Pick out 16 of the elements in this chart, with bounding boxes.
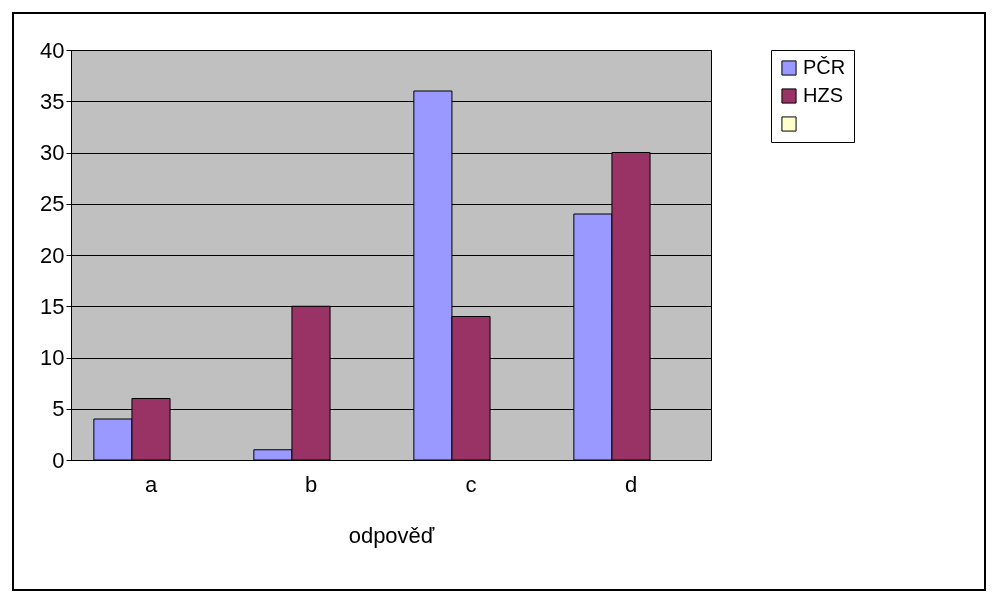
x-tick-label: a (144, 471, 158, 497)
y-tick-label: 20 (40, 242, 65, 268)
y-tick-label: 10 (40, 345, 65, 370)
x-tick-label: c (465, 471, 477, 497)
y-tick-label: 35 (40, 88, 65, 114)
y-tick-label: 30 (40, 140, 65, 165)
x-tick-label: b (304, 471, 318, 497)
x-tick-label: d (624, 471, 638, 497)
y-tick-label: 15 (40, 293, 65, 319)
x-axis-title: odpověď (348, 522, 435, 548)
y-tick-label: 5 (52, 396, 65, 422)
y-tick-label: 40 (40, 37, 65, 63)
legend-label: HZS (803, 84, 843, 106)
y-tick-label: 25 (40, 191, 65, 217)
y-tick-label: 0 (52, 447, 65, 473)
legend-label: PČR (803, 56, 846, 78)
